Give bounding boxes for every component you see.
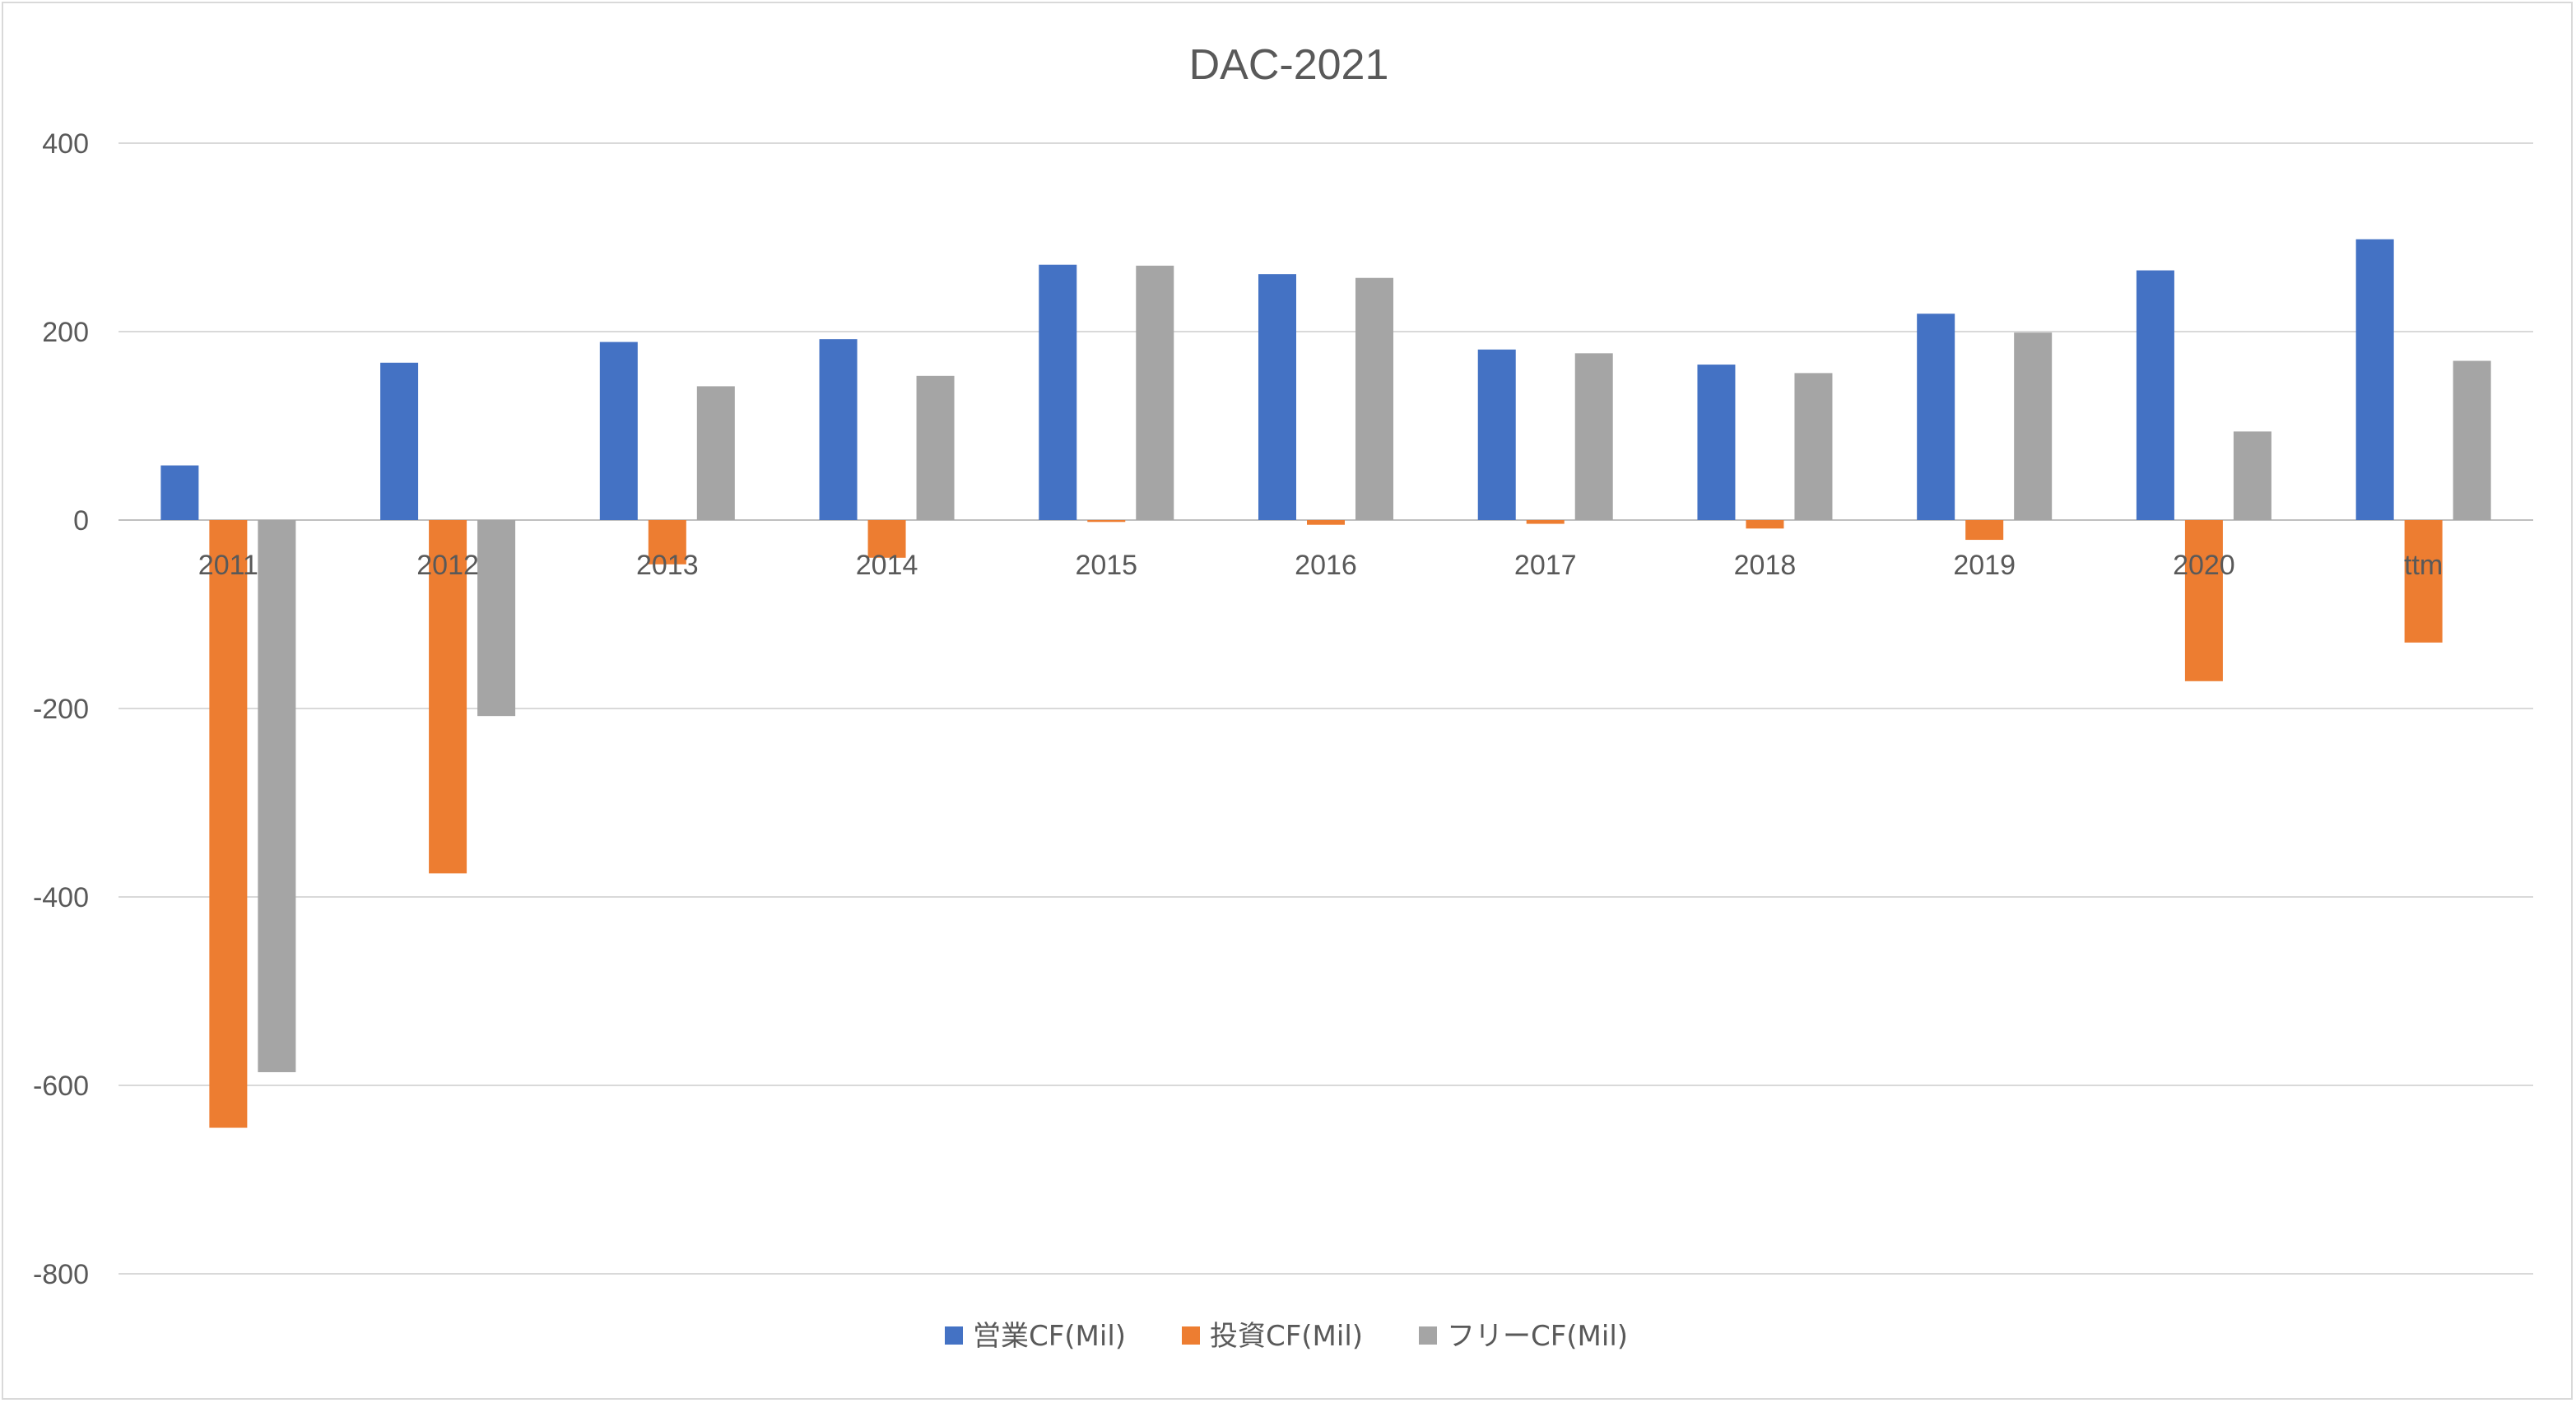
bar-2-2018 — [1746, 520, 1784, 529]
bar-1-2018 — [1697, 365, 1736, 520]
y-tick-label: 0 — [73, 505, 89, 537]
bar-1-2017 — [1477, 349, 1516, 520]
bars — [160, 239, 2491, 1128]
bar-3-2020 — [2233, 431, 2271, 520]
bar-2-2013 — [648, 520, 686, 564]
bar-1-ttm — [2355, 239, 2394, 520]
bar-2-2017 — [1526, 520, 1565, 524]
legend: 営業CF(Mil) 投資CF(Mil) フリーCF(Mil) — [945, 1320, 1628, 1353]
bar-3-ttm — [2453, 360, 2491, 520]
bar-3-2017 — [1574, 353, 1613, 520]
bar-1-2013 — [599, 341, 638, 520]
legend-label: 投資CF(Mil) — [1210, 1320, 1363, 1353]
bar-1-2011 — [160, 465, 199, 520]
bar-2-2019 — [1965, 520, 2004, 541]
bar-2-ttm — [2404, 520, 2443, 643]
bar-2-2014 — [867, 520, 906, 558]
x-tick-label: 2013 — [636, 550, 699, 581]
y-tick-label: -800 — [33, 1259, 89, 1290]
x-tick-label: 2018 — [1734, 550, 1797, 581]
y-tick-label: 200 — [42, 317, 89, 348]
x-tick-label: ttm — [2404, 550, 2443, 581]
bar-3-2016 — [1355, 277, 1393, 520]
x-axis-ticks: 2011 2012 2013 2014 2015 2016 2017 2018 2019 2020… — [198, 550, 2443, 581]
legend-swatch — [1419, 1326, 1437, 1345]
bar-2-2016 — [1307, 520, 1345, 525]
legend-label: フリーCF(Mil) — [1447, 1320, 1628, 1353]
bar-3-2019 — [2014, 332, 2053, 520]
bar-1-2019 — [1917, 314, 1955, 520]
bar-1-2020 — [2136, 270, 2174, 520]
bar-3-2011 — [258, 520, 296, 1072]
bar-1-2012 — [380, 362, 419, 520]
legend-label: 営業CF(Mil) — [973, 1320, 1126, 1353]
x-tick-label: 2014 — [856, 550, 918, 581]
y-tick-label: 400 — [42, 128, 89, 160]
bar-3-2014 — [916, 375, 955, 520]
bar-1-2016 — [1258, 274, 1296, 520]
bar-2-2012 — [429, 520, 467, 874]
legend-swatch — [945, 1326, 963, 1345]
bar-3-2012 — [477, 520, 516, 717]
x-tick-label: 2011 — [198, 550, 258, 581]
x-tick-label: 2015 — [1075, 550, 1137, 581]
bar-1-2014 — [819, 339, 858, 520]
y-axis-ticks: 400 200 0 -200 -400 -600 -800 — [33, 128, 89, 1290]
legend-swatch — [1182, 1326, 1200, 1345]
y-tick-label: -200 — [33, 694, 89, 725]
x-tick-label: 2012 — [416, 550, 479, 581]
x-tick-label: 2019 — [1953, 550, 2016, 581]
chart-title: DAC-2021 — [1189, 41, 1389, 89]
x-tick-label: 2016 — [1295, 550, 1357, 581]
bar-3-2018 — [1794, 373, 1833, 520]
bar-2-2015 — [1087, 520, 1126, 523]
bar-1-2015 — [1039, 264, 1077, 520]
bar-3-2013 — [696, 386, 735, 520]
y-tick-label: -400 — [33, 882, 89, 913]
x-tick-label: 2020 — [2173, 550, 2235, 581]
y-tick-label: -600 — [33, 1071, 89, 1102]
bar-3-2015 — [1136, 265, 1174, 520]
x-tick-label: 2017 — [1514, 550, 1577, 581]
bar-2-2020 — [2184, 520, 2223, 681]
bar-2-2011 — [209, 520, 248, 1128]
